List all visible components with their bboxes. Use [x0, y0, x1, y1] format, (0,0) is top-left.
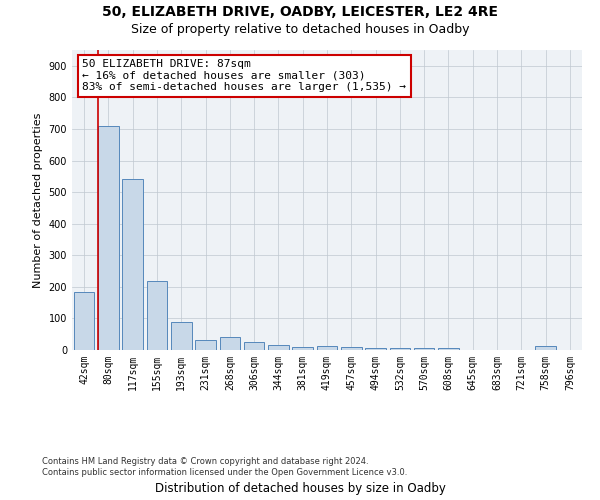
Bar: [341, 347, 362, 350]
Bar: [244, 342, 265, 350]
Text: Contains HM Land Registry data © Crown copyright and database right 2024.
Contai: Contains HM Land Registry data © Crown c…: [42, 458, 407, 477]
Text: Distribution of detached houses by size in Oadby: Distribution of detached houses by size …: [155, 482, 445, 495]
Bar: [98, 126, 119, 350]
Bar: [122, 180, 143, 350]
Bar: [535, 346, 556, 350]
Bar: [146, 280, 167, 350]
Bar: [220, 338, 240, 350]
Bar: [414, 348, 434, 350]
Y-axis label: Number of detached properties: Number of detached properties: [33, 112, 43, 288]
Bar: [74, 292, 94, 350]
Text: 50, ELIZABETH DRIVE, OADBY, LEICESTER, LE2 4RE: 50, ELIZABETH DRIVE, OADBY, LEICESTER, L…: [102, 5, 498, 19]
Bar: [292, 347, 313, 350]
Text: 50 ELIZABETH DRIVE: 87sqm
← 16% of detached houses are smaller (303)
83% of semi: 50 ELIZABETH DRIVE: 87sqm ← 16% of detac…: [82, 59, 406, 92]
Bar: [195, 340, 216, 350]
Bar: [438, 348, 459, 350]
Text: Size of property relative to detached houses in Oadby: Size of property relative to detached ho…: [131, 22, 469, 36]
Bar: [171, 322, 191, 350]
Bar: [389, 348, 410, 350]
Bar: [268, 346, 289, 350]
Bar: [365, 348, 386, 350]
Bar: [317, 346, 337, 350]
